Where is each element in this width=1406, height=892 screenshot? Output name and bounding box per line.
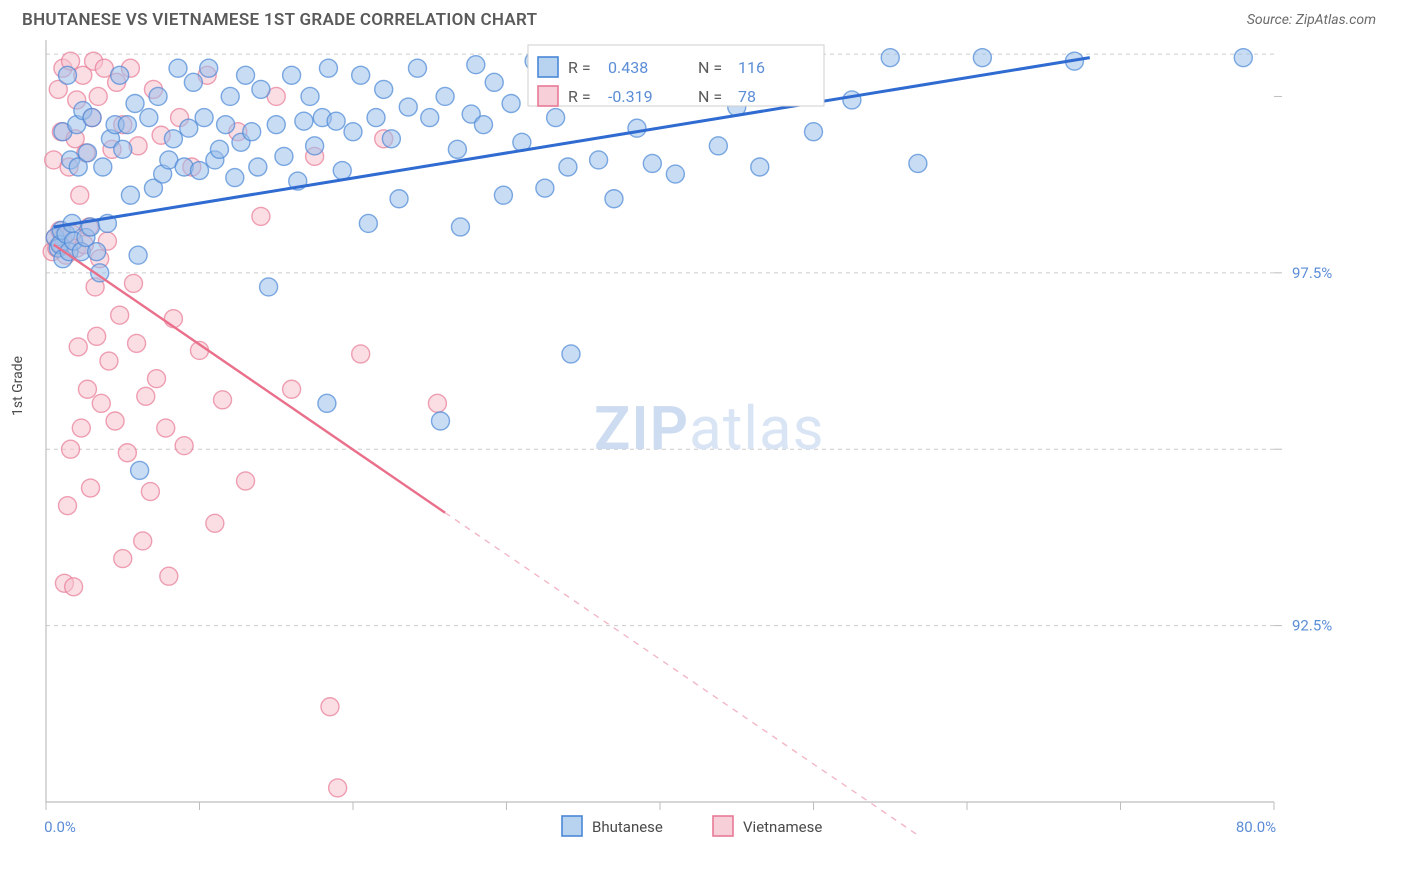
svg-text:ZIPatlas: ZIPatlas	[594, 393, 825, 464]
svg-text:N =: N =	[698, 58, 722, 77]
chart-header: BHUTANESE VS VIETNAMESE 1ST GRADE CORREL…	[0, 0, 1406, 36]
chart-title: BHUTANESE VS VIETNAMESE 1ST GRADE CORREL…	[22, 10, 537, 30]
svg-text:R =: R =	[568, 58, 591, 77]
svg-text:97.5%: 97.5%	[1292, 264, 1332, 282]
svg-text:80.0%: 80.0%	[1236, 818, 1276, 836]
svg-text:Vietnamese: Vietnamese	[743, 818, 822, 836]
svg-text:0.0%: 0.0%	[44, 818, 76, 836]
svg-text:92.5%: 92.5%	[1292, 617, 1332, 635]
svg-text:0.438: 0.438	[608, 58, 648, 77]
svg-text:Bhutanese: Bhutanese	[592, 818, 663, 836]
svg-text:N =: N =	[698, 87, 722, 106]
svg-text:78: 78	[738, 87, 756, 106]
svg-text:R =: R =	[568, 87, 591, 106]
chart-area: 1st Grade ZIPatlas0.0%80.0%92.5%97.5%R =…	[22, 36, 1384, 886]
chart-source: Source: ZipAtlas.com	[1247, 12, 1376, 28]
y-axis-label: 1st Grade	[10, 356, 26, 416]
svg-text:-0.319: -0.319	[608, 87, 653, 106]
svg-text:116: 116	[738, 58, 765, 77]
scatter-chart: ZIPatlas 0.0% 80.0% 92.5% 97.5% R = 0.438 N = 11…	[22, 36, 1384, 886]
